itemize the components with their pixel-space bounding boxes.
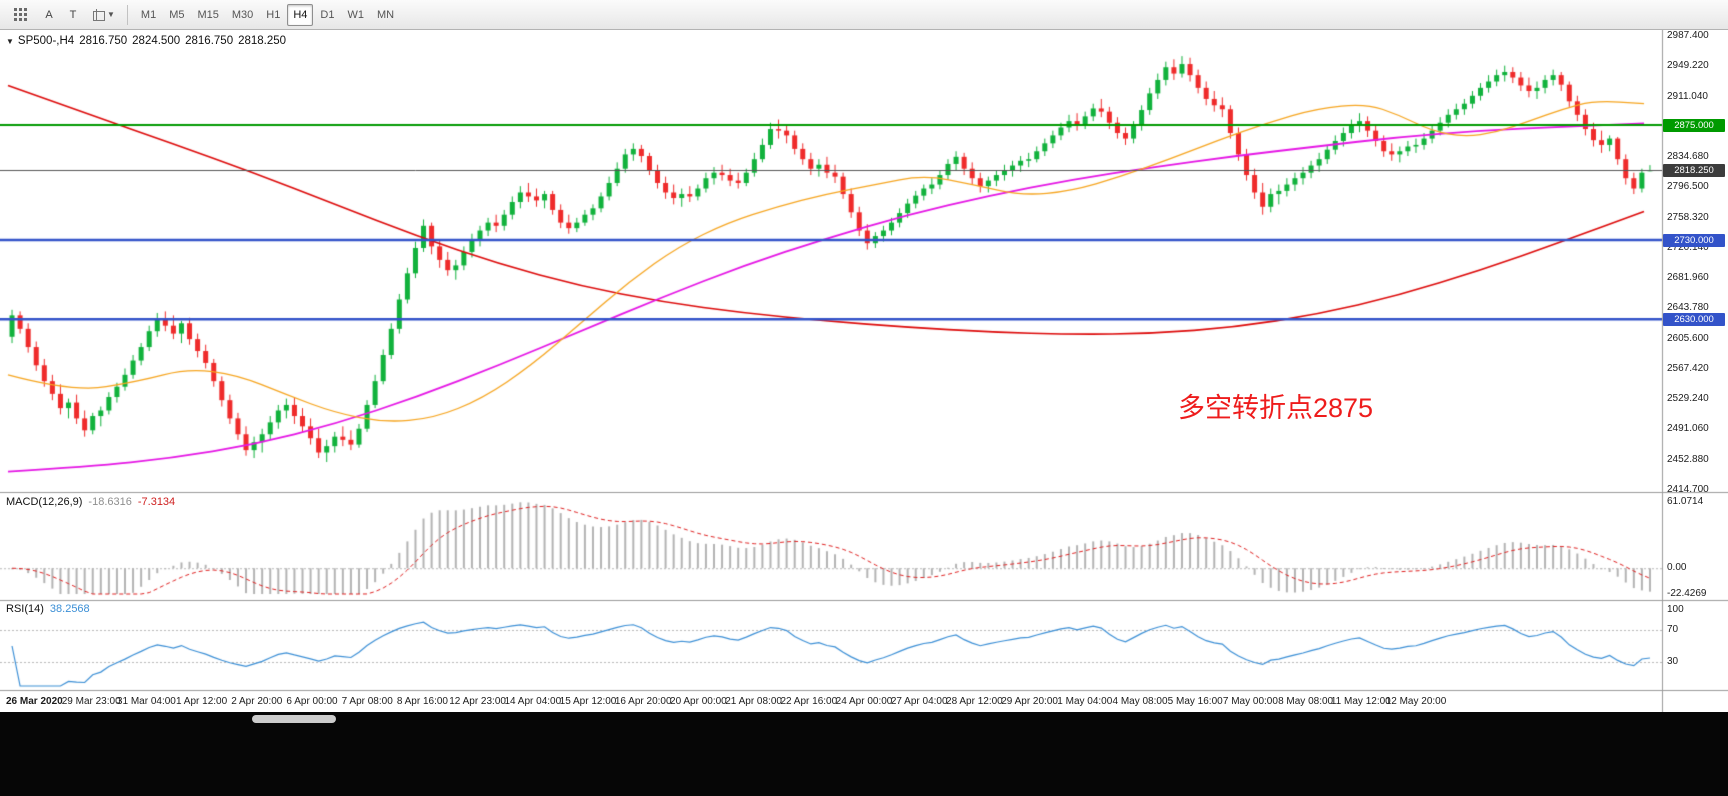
- time-axis-label: 22 Apr 16:00: [780, 696, 838, 707]
- symbol-period: SP500-,H4: [17, 35, 75, 47]
- chevron-down-icon: ▼: [107, 10, 115, 19]
- rsi-axis-label: 30: [1667, 656, 1679, 667]
- tools-dropdown-button[interactable]: ▼: [86, 4, 120, 26]
- macd-axis-label: 61.0714: [1667, 496, 1704, 507]
- toolbar: A T ▼ M1 M5 M15 M30 H1 H4 D1 W1 MN: [0, 0, 1728, 30]
- price-axis-label: 2796.500: [1667, 181, 1709, 193]
- chart-canvas[interactable]: [0, 30, 1728, 712]
- price-axis-label: 2720.140: [1667, 241, 1709, 253]
- bottom-strip: [0, 712, 1728, 796]
- timeframe-button-d1[interactable]: D1: [314, 4, 340, 26]
- time-axis-label: 14 Apr 04:00: [504, 696, 562, 707]
- price-level-badge-2730.000: 2730.000: [1663, 233, 1725, 247]
- price-axis-label: 2834.680: [1667, 151, 1709, 163]
- time-axis-label: 12 May 20:00: [1385, 696, 1447, 707]
- time-axis-label: 8 May 08:00: [1278, 696, 1334, 707]
- rsi-label: RSI(14): [6, 603, 44, 615]
- timeframe-button-h4[interactable]: H4: [287, 3, 314, 26]
- price-axis-scale[interactable]: [1663, 30, 1728, 692]
- timeframe-button-h1[interactable]: H1: [260, 4, 286, 26]
- close-value: 2818.250: [238, 35, 287, 47]
- macd-main-value: -18.6316: [88, 496, 132, 508]
- price-axis-label: 2529.240: [1667, 393, 1709, 405]
- price-axis-label: 2567.420: [1667, 362, 1709, 374]
- open-value: 2816.750: [79, 35, 128, 47]
- rsi-value: 38.2568: [49, 603, 90, 615]
- time-axis-label: 4 May 08:00: [1112, 696, 1168, 707]
- rsi-axis-label: 100: [1667, 604, 1684, 615]
- macd-axis-label: 0.00: [1667, 562, 1687, 574]
- price-axis-label: 2949.220: [1667, 60, 1709, 72]
- last-price-badge: 2818.250: [1663, 163, 1725, 177]
- time-axis-label: 27 Apr 04:00: [890, 696, 948, 707]
- time-axis-label: 7 Apr 08:00: [341, 696, 393, 707]
- timeframe-button-m1[interactable]: M1: [135, 4, 162, 26]
- time-axis-label: 1 May 04:00: [1057, 696, 1113, 707]
- macd-axis-label: -22.4269: [1667, 588, 1707, 599]
- low-value: 2816.750: [185, 35, 234, 47]
- time-axis-label: 31 Mar 04:00: [116, 696, 176, 707]
- rsi-axis-label: 70: [1667, 624, 1679, 635]
- time-axis-label: 12 Apr 23:00: [449, 696, 506, 707]
- timeframe-button-m30[interactable]: M30: [226, 4, 259, 26]
- price-axis-label: 2452.880: [1667, 453, 1709, 465]
- time-axis-label: 20 Apr 00:00: [670, 696, 727, 707]
- price-level-badge-2875.000: 2875.000: [1663, 118, 1725, 132]
- time-axis-label: 8 Apr 16:00: [396, 696, 448, 707]
- time-axis-scale[interactable]: [0, 692, 1662, 712]
- time-axis-label: 29 Apr 20:00: [1001, 696, 1058, 707]
- text-tool-button[interactable]: T: [62, 4, 84, 26]
- price-axis-label: 2605.600: [1667, 332, 1709, 344]
- price-axis-label: 2987.400: [1667, 30, 1709, 41]
- price-axis-label: 2681.960: [1667, 272, 1709, 284]
- macd-title: MACD(12,26,9) -18.6316 -7.3134: [6, 496, 181, 508]
- macd-label: MACD(12,26,9): [6, 496, 83, 508]
- price-axis-label: 2911.040: [1667, 90, 1708, 102]
- toolbar-separator: [126, 4, 128, 25]
- price-axis-label: 2758.320: [1667, 211, 1709, 223]
- time-axis-label: 15 Apr 12:00: [559, 696, 617, 707]
- time-axis-label: 2 Apr 20:00: [231, 696, 283, 707]
- chart-tool-icon: [91, 8, 105, 21]
- macd-signal-value: -7.3134: [137, 496, 176, 508]
- annotate-text-button[interactable]: A: [38, 4, 60, 26]
- time-axis-label: 29 Mar 23:00: [61, 696, 121, 707]
- timeframe-button-w1[interactable]: W1: [341, 4, 370, 26]
- collapse-triangle-icon[interactable]: ▼: [6, 37, 14, 46]
- menu-grid-icon[interactable]: [4, 3, 36, 27]
- timeframe-group: M1 M5 M15 M30 H1 H4 D1 W1 MN: [135, 3, 400, 26]
- time-axis-label: 28 Apr 12:00: [946, 696, 1003, 707]
- price-axis-label: 2491.060: [1667, 423, 1709, 435]
- price-level-badge-2630.000: 2630.000: [1663, 312, 1725, 326]
- time-axis-label: 6 Apr 00:00: [286, 696, 338, 707]
- time-axis-label: 7 May 00:00: [1222, 696, 1278, 707]
- time-axis-label: 5 May 16:00: [1167, 696, 1223, 707]
- time-axis-label: 1 Apr 12:00: [176, 696, 228, 707]
- rsi-title: RSI(14) 38.2568: [6, 603, 96, 615]
- timeframe-button-m15[interactable]: M15: [191, 4, 224, 26]
- timeframe-button-m5[interactable]: M5: [163, 4, 190, 26]
- grid-glyph: [13, 8, 27, 21]
- high-value: 2824.500: [132, 35, 181, 47]
- annotation-text: 多空转折点2875: [1178, 393, 1374, 423]
- timeframe-button-mn[interactable]: MN: [371, 4, 400, 26]
- price-axis-label: 2414.700: [1667, 484, 1709, 495]
- horizontal-scrollbar-thumb[interactable]: [252, 715, 336, 723]
- chart-ohlc-title: ▼ SP500-,H4 2816.750 2824.500 2816.750 2818.2…: [6, 35, 291, 47]
- price-axis-label: 2643.780: [1667, 302, 1709, 314]
- time-axis-label: 24 Apr 00:00: [835, 696, 893, 707]
- time-axis-label: 16 Apr 20:00: [614, 696, 672, 707]
- time-axis-label: 21 Apr 08:00: [725, 696, 782, 707]
- time-axis-label: 26 Mar 2020: [6, 696, 63, 707]
- time-axis-label: 11 May 12:00: [1330, 696, 1391, 707]
